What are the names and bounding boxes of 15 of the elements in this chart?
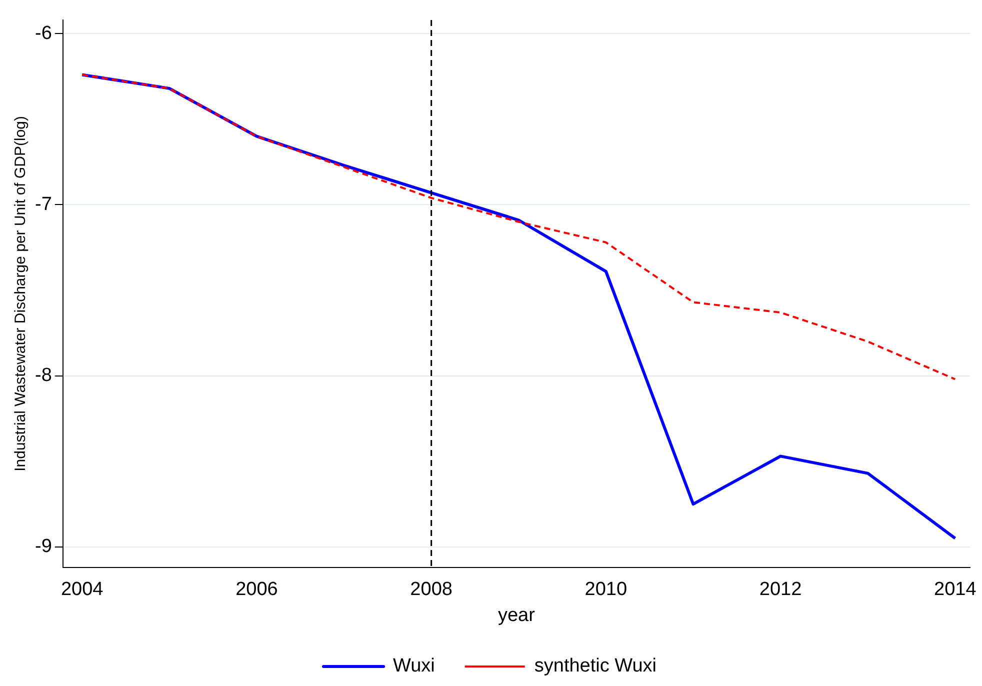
x-tick-label: 2004 bbox=[60, 579, 104, 600]
y-tick-label: -7 bbox=[34, 194, 52, 215]
x-axis-title: year bbox=[498, 604, 536, 626]
y-tick-label: -8 bbox=[34, 365, 52, 386]
legend-label: synthetic Wuxi bbox=[534, 656, 657, 677]
y-tick-label: -6 bbox=[34, 22, 52, 44]
line-series bbox=[81, 74, 956, 380]
x-tick-label: 2010 bbox=[584, 579, 628, 600]
legend-label: Wuxi bbox=[392, 656, 435, 677]
x-tick-label: 2006 bbox=[236, 579, 278, 600]
x-tick-label: 2014 bbox=[934, 579, 977, 600]
y-tick-label: -9 bbox=[34, 536, 52, 558]
x-tick-label: 2008 bbox=[410, 579, 452, 600]
x-tick-label: 2012 bbox=[759, 579, 802, 600]
y-axis-title: Industrial Wastewater Discharge per Unit of GDP(log) bbox=[12, 116, 30, 472]
